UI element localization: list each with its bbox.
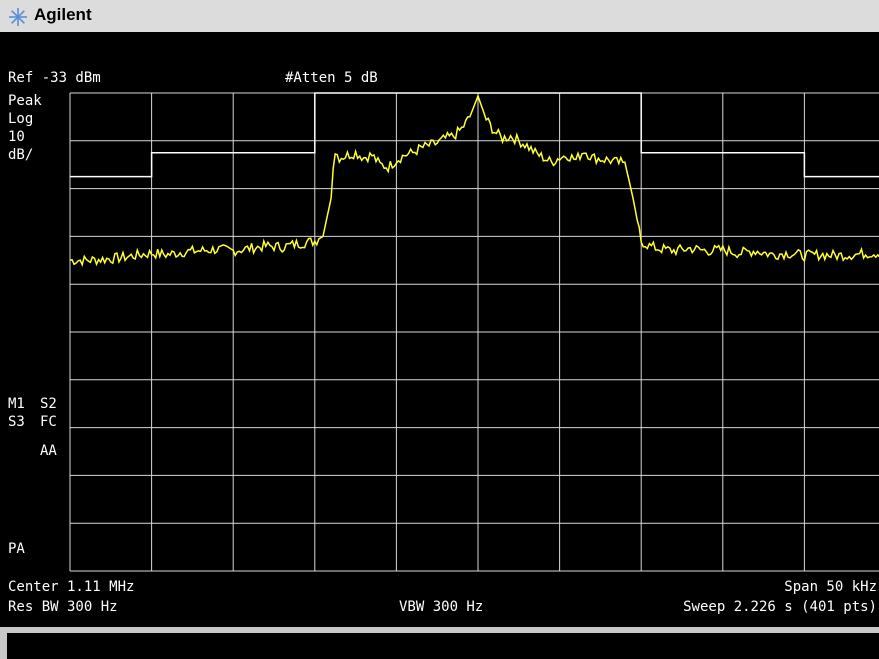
pa-label: PA: [8, 541, 25, 557]
marker-aa-label: AA: [40, 443, 57, 459]
title-bar: Agilent: [0, 0, 879, 33]
scale-unit-label: dB/: [8, 147, 34, 163]
marker-s2-label: S2: [40, 396, 57, 412]
span: Span 50 kHz: [784, 579, 877, 595]
brand-name: Agilent: [34, 5, 92, 24]
limit-line: [70, 92, 879, 178]
scale-type-label: Log: [8, 111, 34, 127]
status-bar: [0, 627, 879, 659]
analyzer-screen: Ref -33 dBm #Atten 5 dB Peak Log 10 dB/ …: [0, 32, 879, 627]
graticule: [69, 92, 879, 572]
scale-value-label: 10: [8, 129, 25, 145]
message-line: [7, 633, 879, 659]
ref-level: Ref -33 dBm: [8, 70, 101, 86]
res-bw: Res BW 300 Hz: [8, 599, 118, 615]
marker-fc-label: FC: [40, 414, 57, 430]
spectrum-plot: [69, 92, 879, 572]
agilent-spark-icon: [9, 8, 27, 26]
marker-s3-label: S3: [8, 414, 25, 430]
marker-m1-label: M1: [8, 396, 25, 412]
attenuation: #Atten 5 dB: [285, 70, 378, 86]
vbw: VBW 300 Hz: [399, 599, 484, 615]
sweep: Sweep 2.226 s (401 pts): [683, 599, 877, 615]
detector-label: Peak: [8, 93, 42, 109]
spectrum-trace: [69, 93, 879, 267]
center-frequency: Center 1.11 MHz: [8, 579, 135, 595]
